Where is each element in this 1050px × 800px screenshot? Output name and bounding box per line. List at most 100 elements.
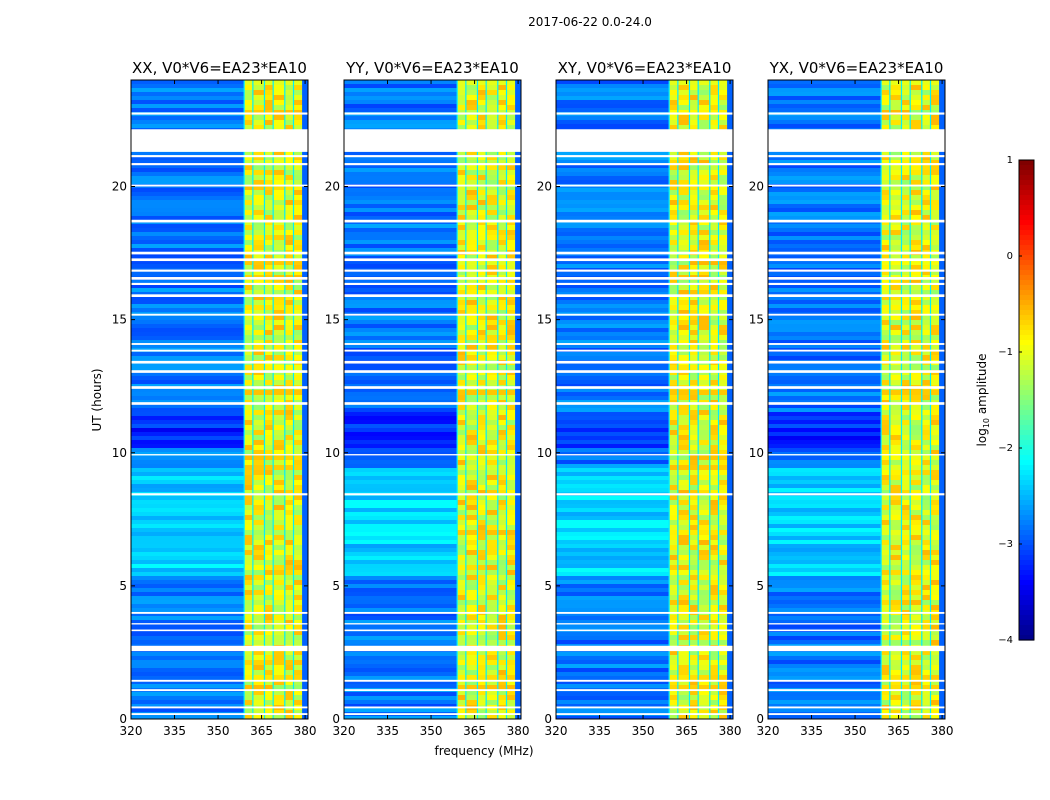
colorbar-swatch (1019, 560, 1034, 566)
band-cell (689, 95, 699, 100)
band-cell (284, 670, 294, 675)
band-cell (293, 100, 303, 105)
heatmap-row (768, 460, 882, 464)
band-cell (921, 120, 931, 125)
band-cell (901, 305, 911, 310)
heatmap-row (344, 96, 458, 100)
band-cell (669, 565, 678, 570)
colorbar-swatch (1019, 565, 1034, 571)
band-cell (698, 215, 710, 220)
heatmap-row (556, 284, 670, 288)
flagged-range (556, 258, 733, 262)
band-cell (486, 490, 498, 495)
band-cell (244, 575, 253, 580)
heatmap-row (556, 432, 670, 436)
band-cell (889, 380, 902, 385)
colorbar-swatch (1019, 240, 1034, 246)
band-cell (698, 95, 710, 100)
band-cell (244, 125, 253, 130)
heatmap-row (556, 356, 670, 360)
band-cell (698, 565, 710, 570)
band-cell (457, 345, 466, 350)
band-cell (284, 270, 294, 275)
band-cell (457, 640, 466, 645)
band-cell (477, 600, 487, 605)
band-cell (273, 570, 285, 575)
heatmap-row (131, 264, 245, 268)
band-cell (284, 635, 294, 640)
band-cell (252, 700, 265, 705)
heatmap-row (556, 680, 670, 684)
band-cell (709, 505, 719, 510)
band-cell (718, 535, 728, 540)
heatmap-row (768, 412, 882, 416)
band-cell (457, 670, 466, 675)
band-cell (921, 115, 931, 120)
band-cell (677, 605, 690, 610)
band-cell (264, 355, 274, 360)
flagged-range (768, 689, 945, 692)
heatmap-row (556, 416, 670, 420)
band-cell (881, 535, 890, 540)
heatmap-row (344, 544, 458, 548)
band-cell (930, 630, 940, 635)
band-cell (698, 670, 710, 675)
band-cell (698, 525, 710, 530)
band-cell (718, 600, 728, 605)
flagged-range (131, 313, 308, 316)
heatmap-row (131, 448, 245, 452)
band-cell (486, 590, 498, 595)
heatmap-row (768, 260, 882, 264)
band-cell (881, 655, 890, 660)
heatmap-row (344, 556, 458, 560)
band-cell (669, 390, 678, 395)
band-cell (457, 320, 466, 325)
heatmap-row (344, 368, 458, 372)
band-cell (244, 270, 253, 275)
band-cell (901, 195, 911, 200)
band-cell (930, 405, 940, 410)
band-cell (506, 575, 516, 580)
heatmap-row (768, 356, 882, 360)
band-cell (244, 260, 253, 265)
band-cell (718, 420, 728, 425)
band-cell (244, 390, 253, 395)
band-cell (284, 630, 294, 635)
band-cell (457, 105, 466, 110)
band-cell (497, 415, 507, 420)
band-cell (881, 545, 890, 550)
band-cell (497, 340, 507, 345)
band-cell (465, 495, 478, 500)
band-cell (252, 375, 265, 380)
band-cell (465, 190, 478, 195)
band-cell (252, 490, 265, 495)
band-cell (689, 640, 699, 645)
band-cell (881, 500, 890, 505)
band-cell (497, 245, 507, 250)
band-cell (506, 175, 516, 180)
band-cell (284, 465, 294, 470)
band-cell (718, 570, 728, 575)
band-cell (689, 305, 699, 310)
x-tick-label: 335 (800, 724, 823, 738)
band-cell (677, 535, 690, 540)
band-cell (457, 245, 466, 250)
flagged-range (768, 163, 945, 166)
band-cell (709, 540, 719, 545)
band-cell (677, 410, 690, 415)
band-cell (698, 685, 710, 690)
band-cell (677, 350, 690, 355)
band-cell (889, 475, 902, 480)
band-cell (881, 470, 890, 475)
band-cell (293, 670, 303, 675)
band-cell (293, 150, 303, 155)
band-cell (689, 320, 699, 325)
band-cell (284, 195, 294, 200)
band-cell (477, 655, 487, 660)
band-cell (921, 195, 931, 200)
band-cell (465, 575, 478, 580)
heatmap-row (131, 696, 245, 700)
band-cell (709, 380, 719, 385)
band-cell (709, 490, 719, 495)
band-cell (910, 260, 922, 265)
